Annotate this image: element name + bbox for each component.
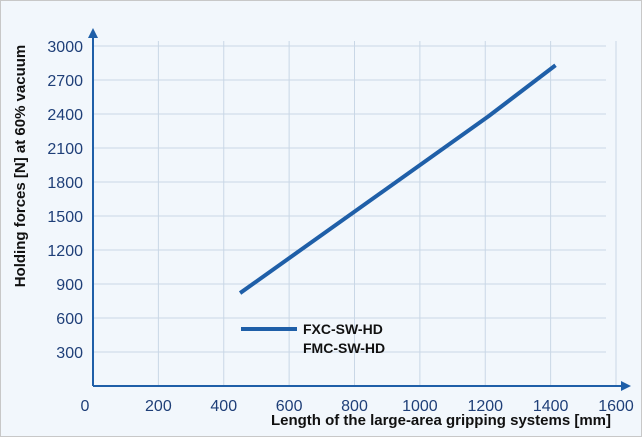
y-tick-label: 2100 xyxy=(47,141,83,158)
x-tick-label: 1600 xyxy=(598,398,634,415)
x-tick-label: 200 xyxy=(145,398,172,415)
legend: FXC-SW-HD FMC-SW-HD xyxy=(241,321,385,356)
x-tick-label: 400 xyxy=(210,398,237,415)
x-tick-labels: 0 200 400 600 800 1000 1200 1400 1600 xyxy=(81,398,634,415)
x-tick-label: 800 xyxy=(341,398,368,415)
y-tick-labels: 300 600 900 1200 1500 1800 2100 2400 2700 3000 xyxy=(47,39,83,362)
y-tick-label: 1200 xyxy=(47,243,83,260)
x-tick-label: 0 xyxy=(81,398,90,415)
legend-label-fmc: FMC-SW-HD xyxy=(303,340,385,356)
x-tick-label: 1400 xyxy=(533,398,569,415)
x-tick-label: 1200 xyxy=(467,398,503,415)
axes xyxy=(88,28,631,391)
y-tick-label: 300 xyxy=(56,345,83,362)
y-axis-arrow xyxy=(88,28,98,38)
y-tick-label: 1800 xyxy=(47,175,83,192)
x-axis-arrow xyxy=(621,381,631,391)
y-axis-title: Holding forces [N] at 60% vacuum xyxy=(12,45,29,288)
series-layer xyxy=(238,63,557,295)
y-tick-label: 600 xyxy=(56,311,83,328)
y-tick-label: 3000 xyxy=(47,39,83,56)
x-tick-label: 600 xyxy=(276,398,303,415)
y-tick-label: 900 xyxy=(56,277,83,294)
series-line-1 xyxy=(238,63,557,295)
x-tick-label: 1000 xyxy=(402,398,438,415)
legend-label-fxc: FXC-SW-HD xyxy=(303,321,383,337)
x-axis-title: Length of the large-area gripping system… xyxy=(271,412,611,429)
y-tick-label: 2700 xyxy=(47,73,83,90)
y-tick-label: 2400 xyxy=(47,107,83,124)
y-tick-label: 1500 xyxy=(47,209,83,226)
